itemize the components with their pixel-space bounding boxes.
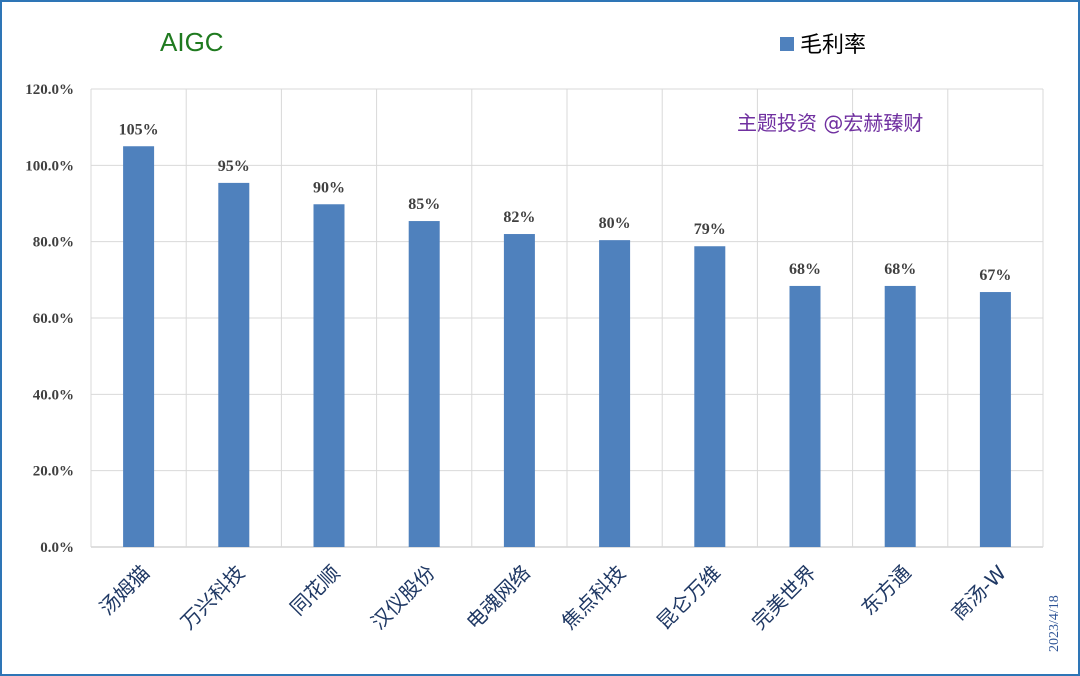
x-tick-label: 昆仑万维: [652, 561, 726, 635]
y-tick-labels: 0.0% 20.0% 40.0% 60.0% 80.0% 100.0% 120.0%: [25, 82, 74, 556]
y-tick-label: 120.0%: [25, 82, 74, 98]
data-label: 90%: [313, 179, 345, 196]
data-label: 68%: [789, 261, 821, 278]
data-label: 79%: [694, 221, 726, 238]
data-label: 67%: [979, 267, 1011, 284]
x-tick-label: 焦点科技: [557, 561, 631, 635]
bar: [599, 240, 631, 547]
y-tick-label: 60.0%: [33, 311, 74, 327]
legend: 毛利率: [780, 33, 866, 58]
bar: [313, 204, 345, 547]
bar: [503, 234, 535, 548]
chart-title: AIGC: [160, 27, 224, 57]
y-tick-label: 40.0%: [33, 387, 74, 403]
bars: [123, 146, 1011, 548]
y-tick-label: 0.0%: [40, 540, 74, 556]
x-tick-label: 汤姆猫: [95, 561, 154, 620]
gridlines: [90, 88, 1044, 548]
bar: [884, 285, 916, 547]
x-tick-label: 东方通: [856, 561, 915, 620]
y-tick-label: 80.0%: [33, 235, 74, 251]
date-note: 2023/4/18: [1047, 595, 1062, 652]
data-label: 82%: [503, 209, 535, 226]
legend-label: 毛利率: [800, 33, 866, 58]
bar: [218, 182, 250, 547]
bar: [408, 221, 440, 547]
bar: [979, 292, 1011, 547]
data-label: 85%: [408, 196, 440, 213]
data-label: 95%: [218, 158, 250, 175]
x-tick-label: 电魂网络: [461, 561, 535, 635]
x-tick-label: 汉仪股份: [366, 561, 440, 635]
x-tick-labels: 汤姆猫 万兴科技 同花顺 汉仪股份 电魂网络 焦点科技 昆仑万维 完美世界 东方通 商汤-W: [95, 560, 1011, 634]
y-tick-label: 20.0%: [33, 464, 74, 480]
data-labels: 105% 95% 90% 85% 82% 80% 79% 68% 68% 67%: [119, 121, 1012, 284]
x-tick-label: 同花顺: [285, 561, 344, 620]
bar: [123, 146, 155, 547]
bar: [789, 285, 821, 547]
bar: [694, 246, 726, 547]
y-tick-label: 100.0%: [25, 158, 74, 174]
legend-swatch: [780, 37, 794, 51]
x-tick-label: 商汤-W: [947, 560, 1011, 625]
x-tick-label: 万兴科技: [176, 561, 250, 635]
data-label: 80%: [599, 215, 631, 232]
x-tick-label: 完美世界: [747, 561, 821, 635]
data-label: 68%: [884, 261, 916, 278]
data-label: 105%: [119, 121, 159, 138]
watermark-text: 主题投资 @宏赫臻财: [737, 111, 923, 135]
